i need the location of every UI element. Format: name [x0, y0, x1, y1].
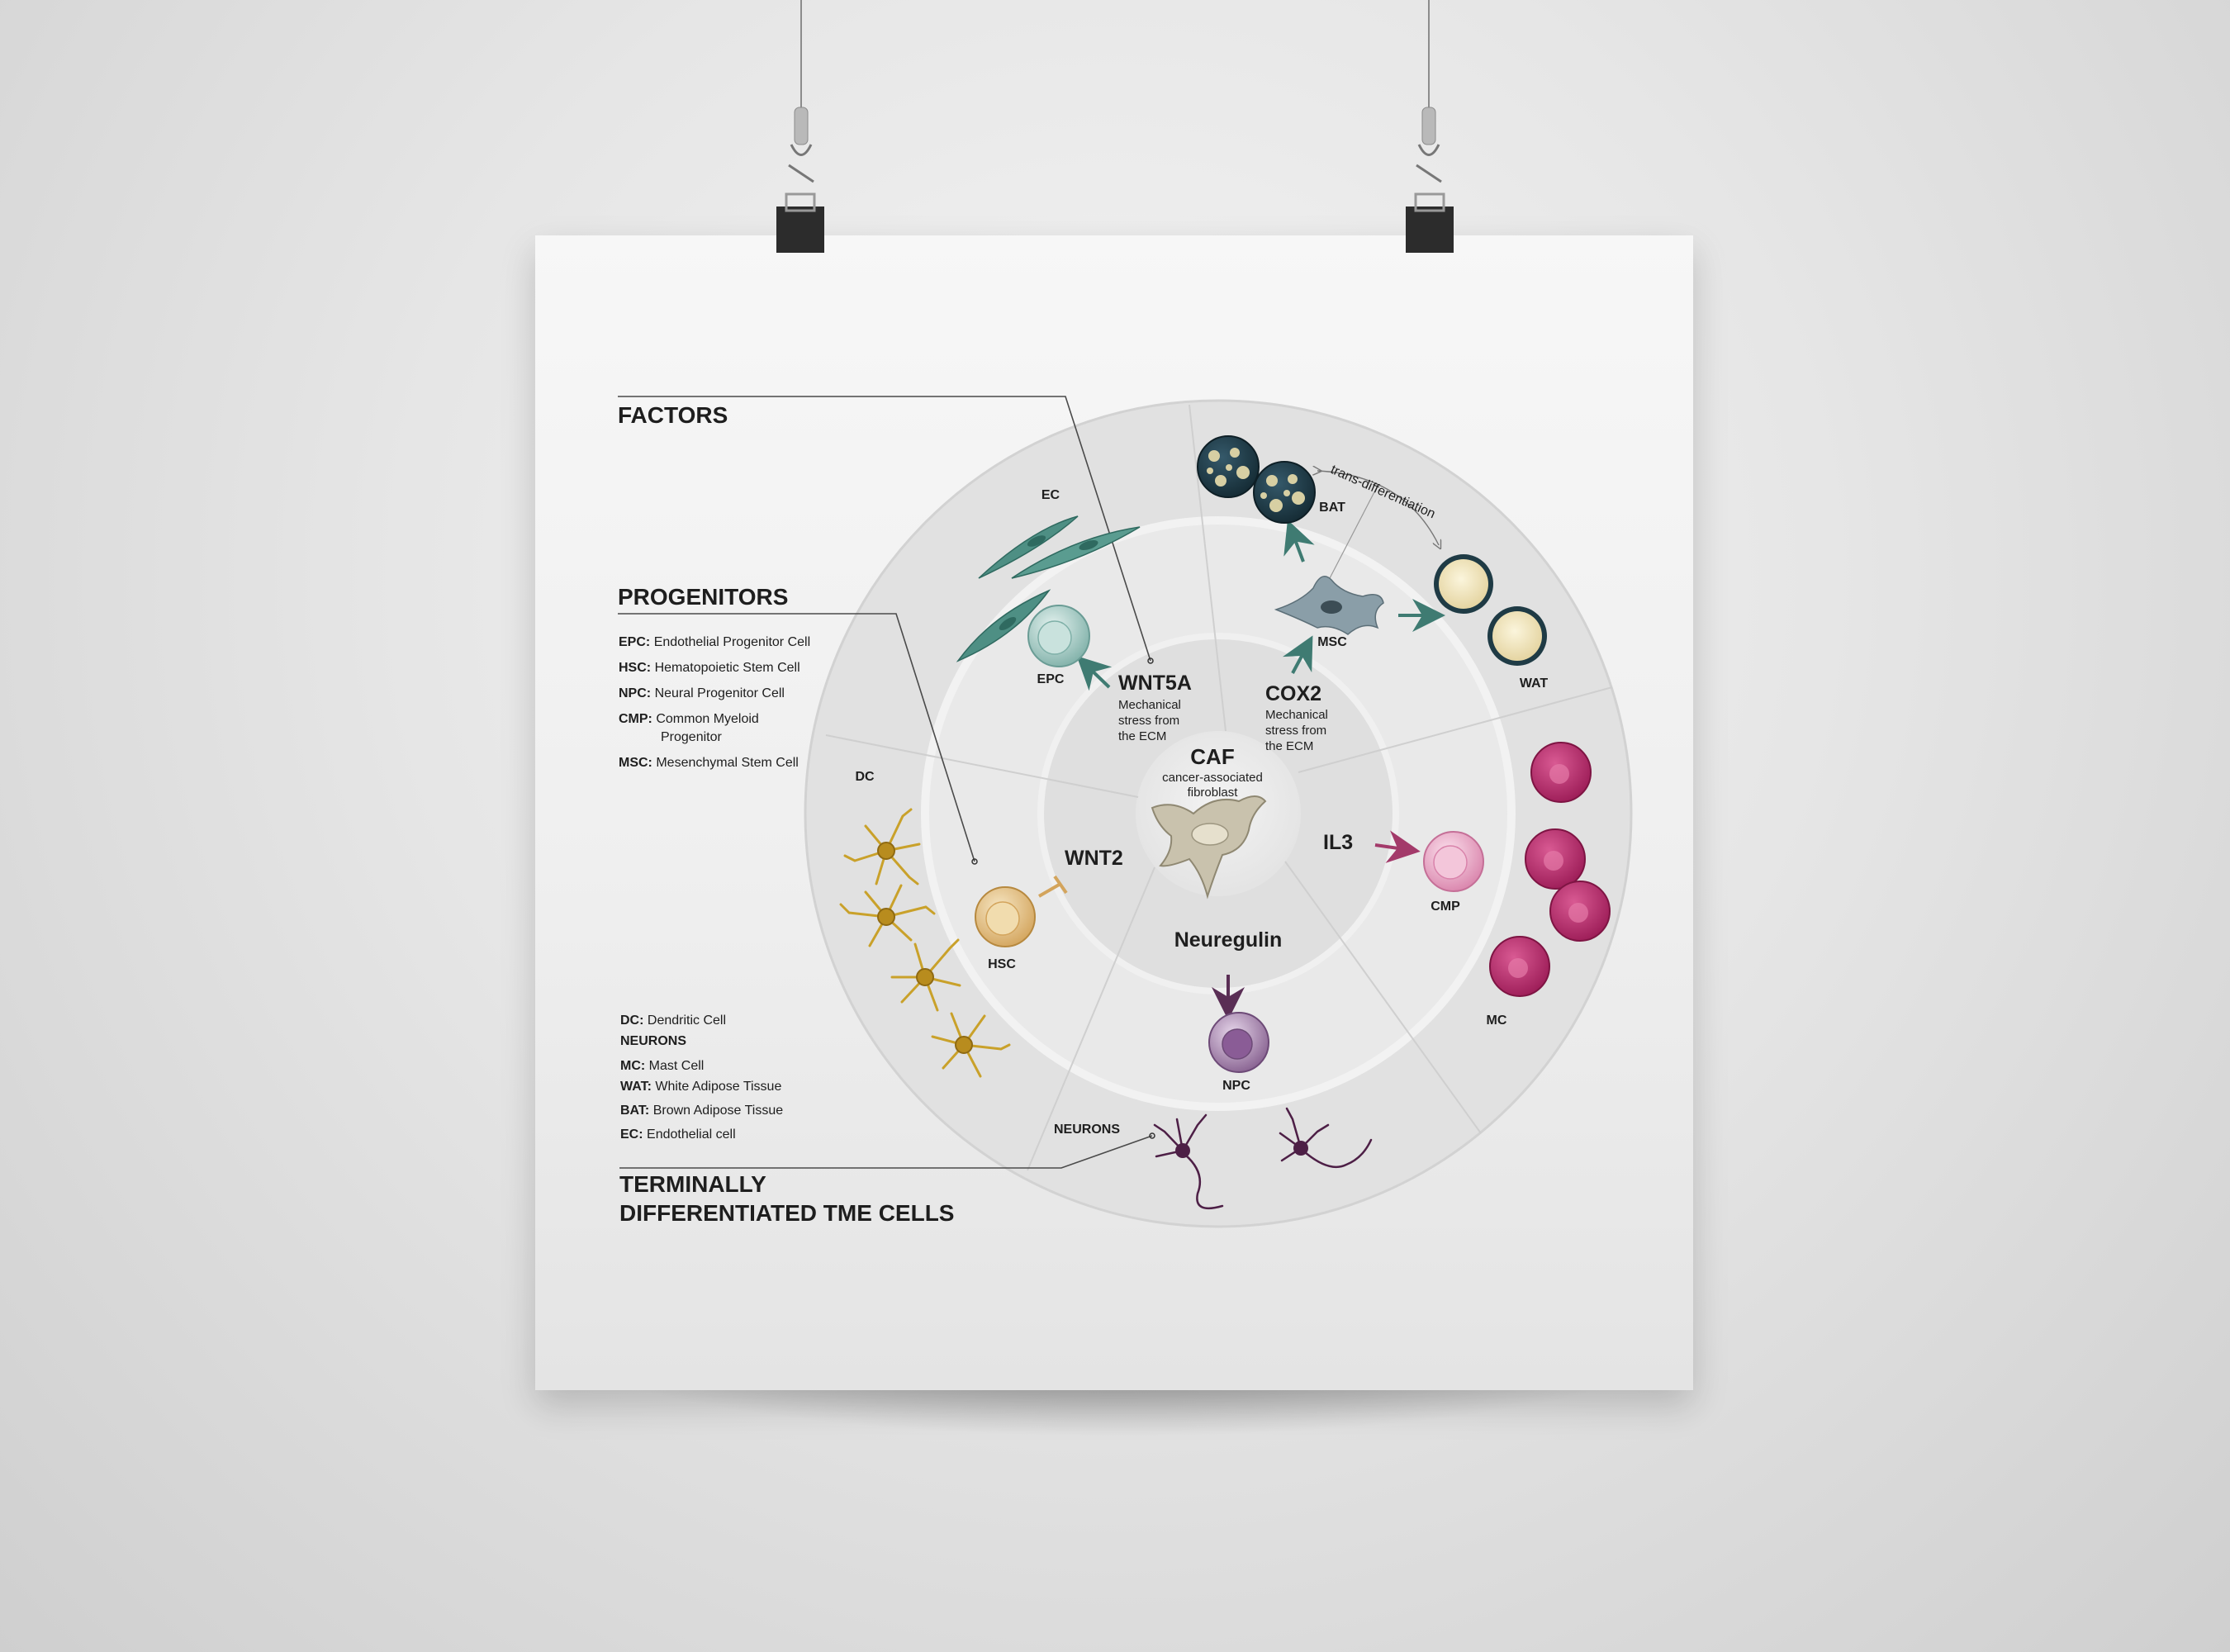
legend-npc: NPC: Neural Progenitor Cell [619, 686, 785, 700]
hsc-cell [975, 886, 1036, 947]
ec-nucleus-1 [1027, 535, 1046, 547]
caf-subtitle-line2: fibroblast [1188, 786, 1239, 800]
legend-msc: MSC: Mesenchymal Stem Cell [619, 756, 799, 770]
progenitors-leader-line [618, 613, 975, 862]
label-ec: EC [1041, 488, 1060, 502]
progenitor-legend: EPC: Endothelial Progenitor Cell HSC: He… [619, 635, 810, 770]
legend-epc: EPC: Endothelial Progenitor Cell [619, 635, 810, 649]
arrow-wnt5a-to-epc [1076, 656, 1113, 691]
dc-cells [839, 808, 1011, 1078]
label-neurons: NEURONS [1054, 1123, 1120, 1137]
factor-cox2-note-3: the ECM [1265, 739, 1313, 753]
factor-neuregulin: Neuregulin [1174, 928, 1283, 952]
arrow-msc-to-bat [1283, 520, 1315, 563]
sector-dividers [825, 404, 1613, 1171]
factor-wnt2: WNT2 [1065, 847, 1123, 870]
label-cmp: CMP [1431, 900, 1460, 914]
legend-neurons: NEURONS [620, 1034, 686, 1048]
inhibit-bar [1053, 875, 1068, 895]
caf-subtitle-line1: cancer-associated [1162, 771, 1263, 785]
legend-cmp: CMP: Common Myeloid [619, 712, 759, 726]
legend-wat: WAT: White Adipose Tissue [620, 1080, 781, 1094]
terminal-heading-line1: TERMINALLY [619, 1171, 766, 1197]
legend-cmp-line2: Progenitor [661, 730, 722, 744]
hanger-left [776, 0, 824, 253]
arrows [1038, 471, 1445, 1020]
label-npc: NPC [1222, 1079, 1250, 1093]
label-epc: EPC [1037, 672, 1065, 686]
factors-heading: FACTORS [618, 402, 728, 428]
progenitors-leader-dot [971, 858, 978, 865]
ec-nucleus-3 [999, 616, 1017, 631]
factor-wnt5a-note-2: stress from [1118, 714, 1179, 728]
label-bat: BAT [1319, 501, 1345, 515]
mc-cell-2 [1525, 828, 1586, 890]
ec-group [956, 515, 1141, 662]
label-hsc: HSC [988, 957, 1016, 971]
epc-cell [1027, 605, 1090, 667]
factor-wnt5a-note-3: the ECM [1118, 729, 1166, 743]
factor-wnt5a: WNT5A [1118, 672, 1192, 695]
legend-hsc: HSC: Hematopoietic Stem Cell [619, 661, 800, 675]
legend-bat: BAT: Brown Adipose Tissue [620, 1104, 783, 1118]
mc-cell-4 [1489, 936, 1550, 997]
dc-cell-2 [839, 884, 936, 947]
terminal-leader-line [619, 1135, 1153, 1169]
hanger-right [1406, 0, 1454, 253]
label-mc: MC [1487, 1014, 1507, 1028]
factor-cox2: COX2 [1265, 682, 1321, 705]
cmp-cell [1423, 831, 1484, 892]
terminal-legend: DC: Dendritic Cell NEURONS MC: Mast Cell… [620, 1014, 783, 1142]
msc-cell [1274, 576, 1384, 635]
bat-cells [1197, 435, 1316, 524]
caf-cell-icon [1151, 795, 1267, 900]
factors-heading-group: FACTORS [618, 396, 1154, 664]
caf-center: CAF cancer-associated fibroblast [1151, 744, 1267, 900]
legend-mc: MC: Mast Cell [620, 1059, 704, 1073]
terminal-heading-line2: DIFFERENTIATED TME CELLS [619, 1200, 954, 1226]
arrow-cox2-to-msc [1282, 635, 1313, 674]
inhibit-wnt2-to-hsc [1038, 882, 1061, 898]
caf-title: CAF [1190, 744, 1234, 769]
factor-cox2-note-2: stress from [1265, 724, 1326, 738]
label-dc: DC [855, 770, 875, 784]
terminal-heading-group: TERMINALLY DIFFERENTIATED TME CELLS [619, 1132, 1155, 1226]
factor-cox2-note-1: Mechanical [1265, 708, 1328, 722]
factors-leader-dot [1147, 657, 1154, 664]
neuron-cells [1153, 1107, 1373, 1210]
factor-il3: IL3 [1323, 831, 1353, 854]
factor-wnt5a-note-1: Mechanical [1118, 698, 1181, 712]
neuron-1 [1153, 1113, 1224, 1210]
label-msc: MSC [1317, 635, 1347, 649]
ec-nucleus-2 [1079, 539, 1098, 551]
factor-labels: WNT5A Mechanical stress from the ECM COX… [1065, 672, 1353, 952]
dc-cell-3 [890, 938, 961, 1012]
terminal-leader-dot [1149, 1132, 1155, 1139]
mc-cells [1489, 742, 1611, 997]
trans-differentiation-arrow [1317, 471, 1439, 545]
ec-cell-2 [1011, 526, 1141, 579]
wat-cells [1434, 554, 1547, 666]
legend-dc: DC: Dendritic Cell [620, 1014, 726, 1028]
progenitors-heading: PROGENITORS [618, 584, 788, 610]
mc-cell-1 [1530, 742, 1592, 803]
ec-cell-1 [978, 515, 1079, 579]
arrow-il3-to-cmp [1374, 830, 1421, 863]
caf-nucleus-icon [1191, 823, 1229, 846]
label-wat: WAT [1520, 676, 1549, 691]
factors-leader-line [618, 396, 1151, 662]
npc-cell [1208, 1012, 1269, 1073]
msc-to-trans-line [1329, 485, 1378, 579]
dc-cell-1 [843, 808, 921, 885]
neuron-2 [1279, 1107, 1373, 1169]
progenitors-heading-group: PROGENITORS [618, 584, 978, 865]
legend-ec: EC: Endothelial cell [620, 1127, 736, 1142]
mc-cell-3 [1549, 881, 1611, 942]
dc-cell-4 [931, 1012, 1011, 1078]
